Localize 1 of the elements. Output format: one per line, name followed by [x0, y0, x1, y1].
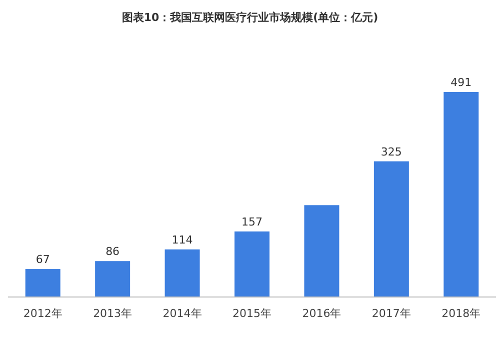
title: 图表10：我国互联网医疗行业市场规模(单位：亿元) — [122, 11, 378, 24]
